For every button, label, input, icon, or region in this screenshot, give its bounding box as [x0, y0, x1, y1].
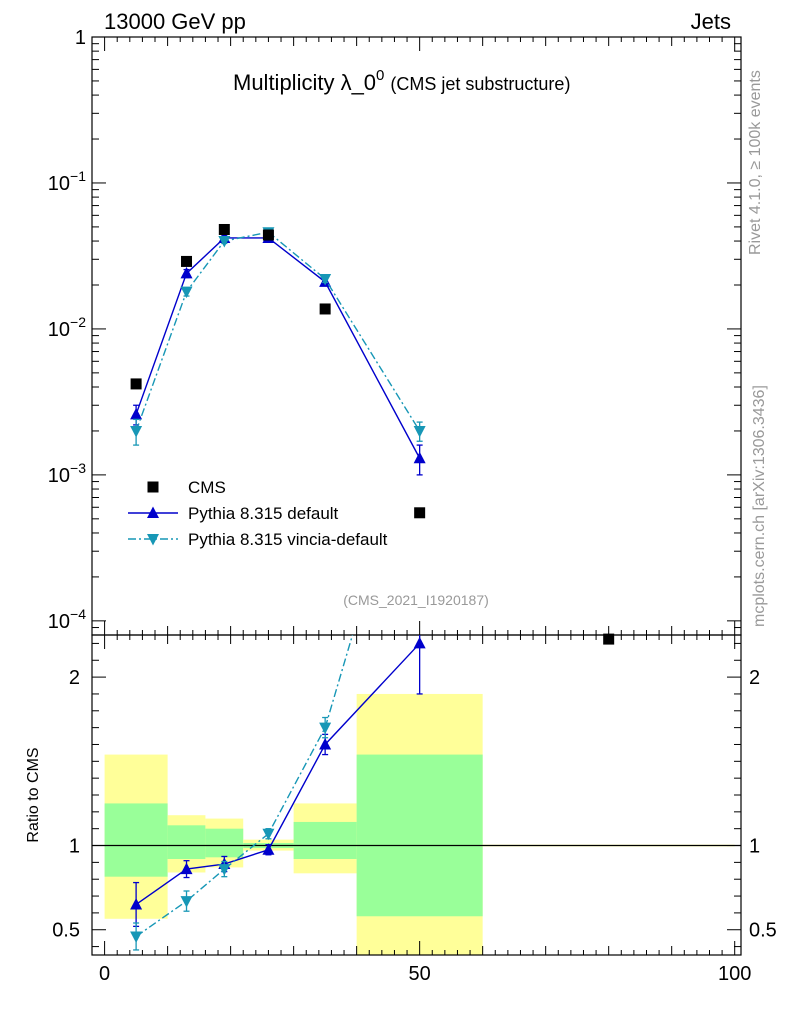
y-tick-label-exponent: −4 [70, 606, 86, 622]
ratio-panel: 0 50 100 0.5 0.5 1 1 2 2 [52, 403, 777, 985]
legend-marker-2 [147, 534, 159, 546]
legend-label-2: Pythia 8.315 vincia-default [188, 530, 388, 549]
x-tick-label: 0 [99, 963, 110, 985]
analysis-label: (CMS_2021_I1920187) [343, 592, 489, 608]
ratio-line-2 [135, 635, 354, 938]
header-energy-label: 13000 GeV pp [104, 9, 246, 34]
x-tick-label: 100 [718, 963, 751, 985]
data-point-2 [319, 273, 332, 286]
legend-marker-0 [147, 481, 159, 493]
series-line-2 [135, 231, 421, 432]
chart-title-superscript: 0 [376, 67, 384, 84]
ratio-point-1 [413, 636, 426, 649]
data-point-1 [130, 407, 143, 420]
y-tick-label-exponent: −2 [70, 314, 86, 330]
ratio-point-2 [130, 931, 143, 943]
data-point-2 [413, 425, 426, 438]
data-point-1 [180, 266, 193, 279]
ratio-y-tick-label-right: 2 [749, 667, 760, 689]
ratio-band-green-2 [205, 828, 244, 858]
data-point-2 [130, 425, 143, 438]
main-panel: 110−110−210−310−4 [48, 27, 742, 645]
chart-subtitle: (CMS jet substructure) [390, 74, 570, 94]
ratio-band-green-5 [356, 754, 483, 917]
main-series-group [130, 227, 426, 476]
legend: CMS Pythia 8.315 default Pythia 8.315 vinc… [128, 478, 388, 549]
y-tick-label-exponent: −3 [70, 460, 86, 476]
y-tick-label-exponent: −1 [70, 168, 86, 184]
ratio-point-1 [262, 843, 275, 855]
ratio-y-tick-label-left: 1 [69, 836, 80, 858]
data-point-0 [319, 303, 331, 315]
header-jets-label: Jets [691, 9, 731, 34]
y-tick-label: 10−3 [48, 460, 86, 487]
rivet-version-label: Rivet 4.1.0, ≥ 100k events [747, 70, 764, 255]
chart-title-main: Multiplicity λ_0 [233, 70, 376, 95]
y-tick-label-base: 10 [48, 611, 70, 633]
legend-marker-1 [147, 506, 159, 518]
ratio-point-2 [218, 864, 231, 876]
ratio-point-2 [319, 722, 332, 735]
data-point-0 [262, 229, 274, 241]
ratio-band-green-0 [104, 803, 168, 877]
ratio-point-1 [130, 897, 143, 910]
ratio-y-tick-label-left: 0.5 [52, 920, 80, 942]
ratio-line-1 [135, 642, 421, 906]
data-point-2 [218, 236, 231, 248]
y-tick-label-base: 1 [75, 27, 86, 49]
y-tick-label: 10−4 [48, 606, 86, 633]
ratio-point-1 [180, 862, 193, 875]
y-tick-label: 1 [75, 27, 86, 49]
ratio-ylabel: Ratio to CMS [25, 747, 42, 842]
ratio-y-tick-label-left: 2 [69, 667, 80, 689]
ratio-bands [104, 693, 735, 955]
data-point-0 [130, 378, 142, 390]
data-point-0 [181, 255, 193, 267]
y-tick-label: 10−2 [48, 314, 86, 341]
chart-title: Multiplicity λ_00 (CMS jet substructure) [233, 67, 570, 95]
ratio-point-2 [414, 403, 426, 415]
ratio-band-green-4 [293, 821, 357, 859]
data-point-0 [414, 507, 426, 519]
y-tick-label-base: 10 [48, 319, 70, 341]
data-point-0 [218, 223, 230, 235]
ratio-point-2 [180, 896, 193, 908]
ratio-point-2 [262, 828, 275, 841]
legend-label-1: Pythia 8.315 default [188, 504, 339, 523]
mcplots-label: mcplots.cern.ch [arXiv:1306.3436] [751, 385, 768, 627]
data-point-1 [413, 451, 426, 464]
ratio-y-tick-label-right: 0.5 [749, 920, 777, 942]
x-tick-label: 50 [409, 963, 431, 985]
y-tick-label-base: 10 [48, 465, 70, 487]
ratio-series-group [130, 403, 426, 951]
data-point-2 [180, 286, 193, 299]
y-tick-label-base: 10 [48, 173, 70, 195]
legend-label-0: CMS [188, 478, 226, 497]
ratio-point-1 [319, 737, 332, 750]
series-line-1 [135, 237, 421, 459]
ratio-y-tick-label-right: 1 [749, 836, 760, 858]
y-tick-label: 10−1 [48, 168, 86, 195]
ratio-band-green-1 [167, 825, 206, 859]
